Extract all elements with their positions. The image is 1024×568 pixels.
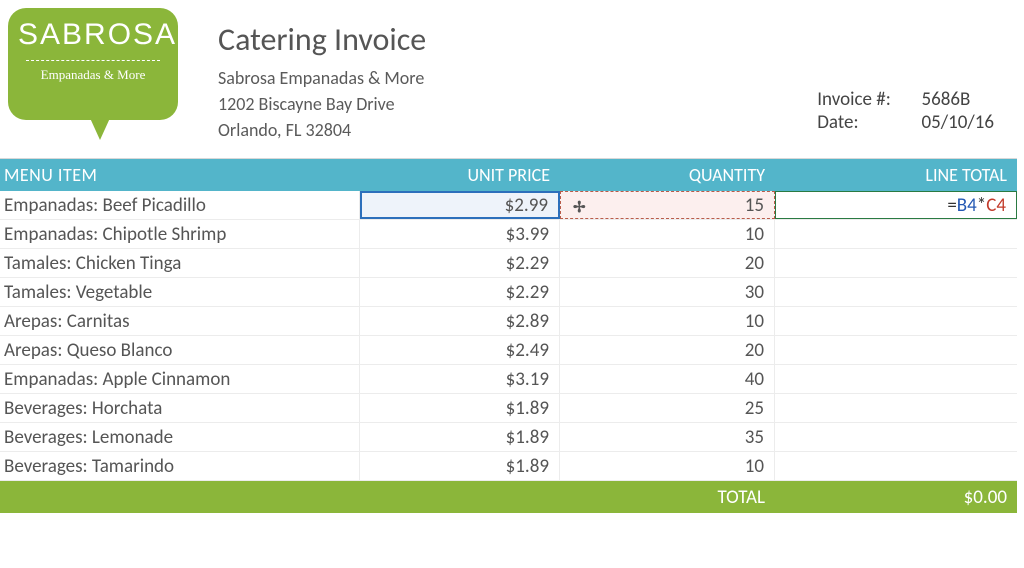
cell-quantity[interactable]: 40 [560, 365, 775, 393]
table-row: Empanadas: Chipotle Shrimp $3.99 10 [0, 220, 1017, 249]
invoice-header: SABROSA Empanadas & More Catering Invoic… [0, 0, 1024, 158]
total-label: TOTAL [560, 486, 775, 509]
total-value: $0.00 [775, 486, 1017, 509]
cell-line-total[interactable] [775, 249, 1017, 277]
date-value: 05/10/16 [922, 111, 994, 134]
col-header-quantity[interactable]: QUANTITY [560, 164, 775, 186]
formula-text: =B4*C4 [947, 194, 1006, 217]
company-address-2: Orlando, FL 32804 [218, 117, 426, 143]
table-row: Empanadas: Beef Picadillo $2.99 ✢ 15 =B4… [0, 191, 1017, 220]
cell-item[interactable]: Empanadas: Apple Cinnamon [0, 365, 360, 393]
cell-quantity[interactable]: 10 [560, 307, 775, 335]
cell-unit-price[interactable]: $3.19 [360, 365, 560, 393]
cell-cursor-icon: ✢ [573, 198, 586, 217]
total-row: TOTAL $0.00 [0, 481, 1017, 513]
cell-quantity[interactable]: 30 [560, 278, 775, 306]
cell-item[interactable]: Tamales: Vegetable [0, 278, 360, 306]
col-header-menu-item[interactable]: MENU ITEM [0, 164, 360, 186]
table-row: Empanadas: Apple Cinnamon $3.19 40 [0, 365, 1017, 394]
cell-quantity[interactable]: 20 [560, 336, 775, 364]
cell-item[interactable]: Empanadas: Beef Picadillo [0, 191, 360, 219]
cell-unit-price[interactable]: $1.89 [360, 452, 560, 480]
cell-line-total[interactable] [775, 278, 1017, 306]
company-address-1: 1202 Biscayne Bay Drive [218, 91, 426, 117]
cell-unit-price[interactable]: $2.89 [360, 307, 560, 335]
cell-unit-price-selected-b4[interactable]: $2.99 [360, 191, 560, 219]
col-header-unit-price[interactable]: UNIT PRICE [360, 164, 560, 186]
cell-line-total[interactable] [775, 423, 1017, 451]
logo-box: SABROSA Empanadas & More [8, 8, 178, 120]
cell-line-total[interactable] [775, 220, 1017, 248]
logo-main-text: SABROSA [18, 20, 168, 50]
cell-item[interactable]: Tamales: Chicken Tinga [0, 249, 360, 277]
cell-line-total-formula[interactable]: =B4*C4 [775, 191, 1017, 219]
cell-line-total[interactable] [775, 365, 1017, 393]
cell-line-total[interactable] [775, 307, 1017, 335]
cell-item[interactable]: Empanadas: Chipotle Shrimp [0, 220, 360, 248]
invoice-table: MENU ITEM UNIT PRICE QUANTITY LINE TOTAL… [0, 158, 1017, 513]
company-name: Sabrosa Empanadas & More [218, 65, 426, 91]
invoice-number-value: 5686B [922, 88, 971, 111]
logo-speech-tail [90, 118, 110, 140]
cell-item[interactable]: Beverages: Tamarindo [0, 452, 360, 480]
table-row: Arepas: Queso Blanco $2.49 20 [0, 336, 1017, 365]
cell-quantity[interactable]: 25 [560, 394, 775, 422]
cell-quantity[interactable]: 10 [560, 220, 775, 248]
cell-item[interactable]: Arepas: Carnitas [0, 307, 360, 335]
table-row: Beverages: Horchata $1.89 25 [0, 394, 1017, 423]
cell-quantity-selected-c4[interactable]: ✢ 15 [560, 191, 775, 219]
company-block: Catering Invoice Sabrosa Empanadas & Mor… [218, 8, 426, 148]
invoice-number-label: Invoice #: [817, 88, 917, 111]
table-row: Beverages: Lemonade $1.89 35 [0, 423, 1017, 452]
logo-divider [26, 60, 160, 61]
document-title: Catering Invoice [218, 20, 426, 59]
cell-unit-price[interactable]: $1.89 [360, 394, 560, 422]
cell-unit-price[interactable]: $2.49 [360, 336, 560, 364]
logo-sub-text: Empanadas & More [18, 67, 168, 83]
table-header-row: MENU ITEM UNIT PRICE QUANTITY LINE TOTAL [0, 159, 1017, 191]
cell-item[interactable]: Beverages: Lemonade [0, 423, 360, 451]
cell-quantity[interactable]: 20 [560, 249, 775, 277]
cell-line-total[interactable] [775, 452, 1017, 480]
cell-unit-price[interactable]: $2.29 [360, 278, 560, 306]
table-row: Tamales: Chicken Tinga $2.29 20 [0, 249, 1017, 278]
cell-unit-price[interactable]: $3.99 [360, 220, 560, 248]
cell-unit-price[interactable]: $1.89 [360, 423, 560, 451]
table-row: Tamales: Vegetable $2.29 30 [0, 278, 1017, 307]
cell-item[interactable]: Beverages: Horchata [0, 394, 360, 422]
table-row: Arepas: Carnitas $2.89 10 [0, 307, 1017, 336]
invoice-meta: Invoice #: 5686B Date: 05/10/16 [817, 8, 1024, 148]
col-header-line-total[interactable]: LINE TOTAL [775, 164, 1017, 186]
logo: SABROSA Empanadas & More [8, 8, 178, 148]
cell-line-total[interactable] [775, 394, 1017, 422]
date-label: Date: [817, 111, 917, 134]
table-row: Beverages: Tamarindo $1.89 10 [0, 452, 1017, 481]
cell-line-total[interactable] [775, 336, 1017, 364]
cell-quantity[interactable]: 10 [560, 452, 775, 480]
cell-item[interactable]: Arepas: Queso Blanco [0, 336, 360, 364]
cell-unit-price[interactable]: $2.29 [360, 249, 560, 277]
cell-quantity[interactable]: 35 [560, 423, 775, 451]
